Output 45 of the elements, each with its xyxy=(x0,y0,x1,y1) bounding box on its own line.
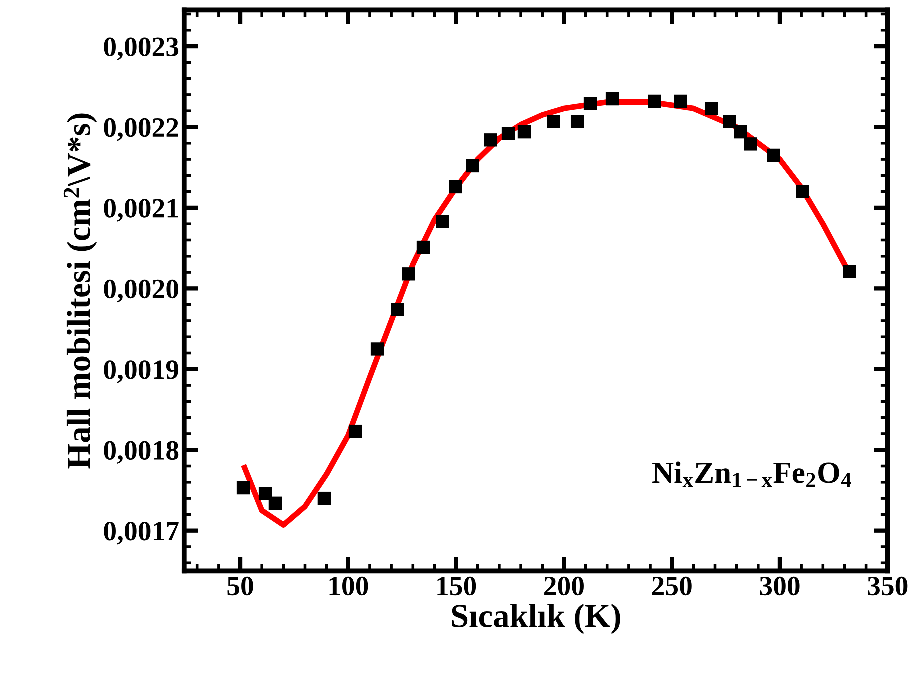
y-tick-label: 0,0020 xyxy=(104,280,178,303)
x-tick-label: 200 xyxy=(544,576,584,596)
point xyxy=(502,127,516,140)
point xyxy=(436,215,450,228)
point xyxy=(570,115,584,128)
point xyxy=(484,134,498,147)
y-tick-label: 0,0022 xyxy=(104,118,178,142)
point xyxy=(767,148,780,162)
point xyxy=(416,240,430,254)
x-tick-label: 150 xyxy=(438,576,476,596)
y-axis-title: Hall mobilitesi (cm$^{2}$\V*s) xyxy=(64,114,98,469)
point xyxy=(606,92,620,106)
annotation: Ni$_{x}$Zn$_{1−x}$Fe$_{2}$O$_{4}$ xyxy=(652,462,852,488)
point xyxy=(547,115,560,128)
point xyxy=(402,268,416,281)
y-tick-label: 0,0017 xyxy=(104,522,179,545)
point xyxy=(843,265,856,278)
point xyxy=(348,424,362,438)
x-axis-title: Sıcaklık (K) xyxy=(452,604,620,634)
y-tick-label: 0,0019 xyxy=(104,360,179,384)
point xyxy=(518,126,532,139)
y-tick-label: 0,0023 xyxy=(104,38,179,60)
x-tick-label: 50 xyxy=(228,576,254,596)
y-tick-label: 0,0018 xyxy=(104,441,179,464)
point xyxy=(704,102,718,116)
point xyxy=(318,492,332,506)
point xyxy=(449,180,462,194)
point xyxy=(796,185,810,198)
point xyxy=(744,138,758,151)
point xyxy=(723,115,736,128)
point xyxy=(584,97,598,110)
x-tick-label: 100 xyxy=(330,576,368,596)
point xyxy=(236,481,250,495)
point xyxy=(734,126,748,139)
x-tick-label: 250 xyxy=(652,576,692,596)
point xyxy=(466,159,480,173)
y-tick-label: 0,0021 xyxy=(104,199,178,222)
point xyxy=(674,94,688,108)
point xyxy=(648,94,662,108)
point xyxy=(268,496,282,510)
point xyxy=(391,303,404,316)
point xyxy=(258,487,272,500)
point xyxy=(370,342,384,356)
x-tick-label: 350 xyxy=(868,576,908,596)
x-tick-label: 300 xyxy=(760,576,800,596)
